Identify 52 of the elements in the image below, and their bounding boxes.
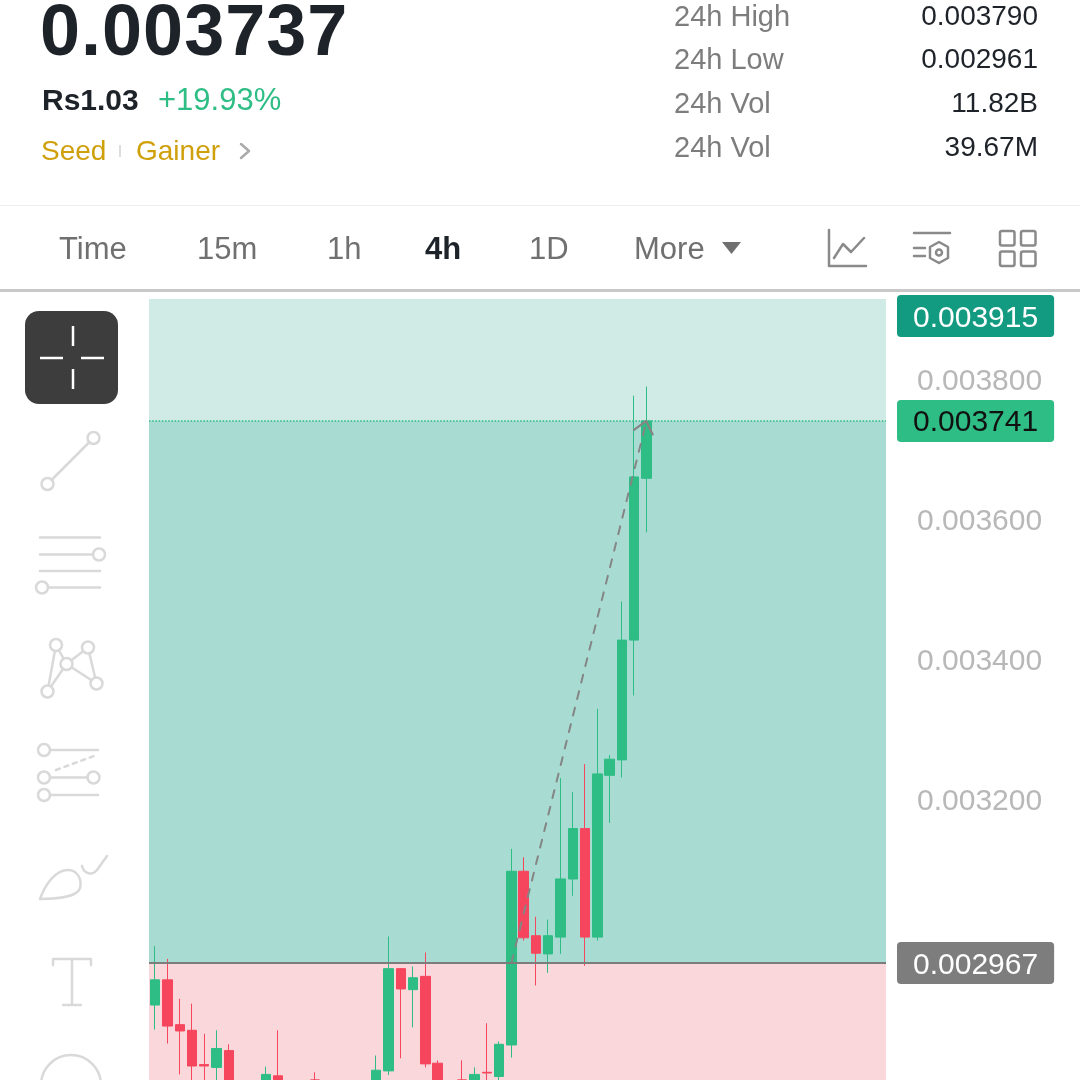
text: 24h Vol [674, 130, 771, 165]
ref-line-label: 0.003741 [913, 404, 1039, 438]
candlestick [273, 1029, 283, 1080]
candlestick [568, 791, 578, 897]
candlestick [150, 945, 160, 1031]
y-tick-label: 0.003400 [917, 643, 1043, 677]
candlestick [187, 1003, 197, 1080]
y-tick-label: 0.003600 [917, 503, 1043, 537]
text: 1D [529, 230, 569, 268]
candlestick [224, 1043, 234, 1080]
candlestick [396, 967, 406, 1059]
text: 39.67M [944, 130, 1038, 164]
text: 24h High [674, 0, 791, 34]
candlestick [371, 1054, 381, 1080]
y-tick-label: 0.003200 [917, 783, 1043, 817]
candlestick [408, 966, 418, 1028]
candlestick [175, 998, 185, 1075]
text: Seed [41, 134, 107, 168]
band-label: 0.003915 [913, 299, 1039, 333]
candlestick [531, 916, 541, 986]
text: 24h Low [674, 42, 784, 77]
text: 11.82B [951, 86, 1038, 120]
text: 0.003790 [921, 0, 1038, 33]
text: 1h [327, 230, 362, 268]
candlestick [162, 958, 173, 1045]
candlestick [543, 919, 553, 974]
candlestick [518, 856, 529, 942]
chart-title: 0.003737 [40, 0, 349, 70]
text: More [634, 230, 705, 268]
candlestick [617, 601, 627, 778]
text: Time [59, 230, 127, 268]
text: 0.002961 [921, 42, 1038, 76]
text: 4h [425, 230, 462, 268]
text: 15m [197, 230, 258, 268]
candlestick [555, 777, 566, 955]
candlestick [310, 1071, 320, 1080]
candlestick [211, 1029, 222, 1080]
candlestick [261, 1066, 271, 1080]
text: Gainer [136, 134, 221, 168]
candlestick [506, 848, 517, 1059]
candlestick [482, 1022, 492, 1080]
candlestick [494, 1040, 504, 1080]
candlestick [580, 763, 590, 967]
candlestick [469, 1066, 480, 1080]
chart-subtitle: Rs1.03 [42, 82, 139, 118]
candlestick [383, 935, 394, 1076]
candlestick [199, 1033, 209, 1080]
ref-line-label: 0.002967 [913, 946, 1039, 980]
candlestick [457, 1059, 467, 1080]
text: +19.93% [158, 81, 282, 119]
y-tick-label: 0.003800 [917, 363, 1043, 397]
text: 24h Vol [674, 86, 771, 121]
